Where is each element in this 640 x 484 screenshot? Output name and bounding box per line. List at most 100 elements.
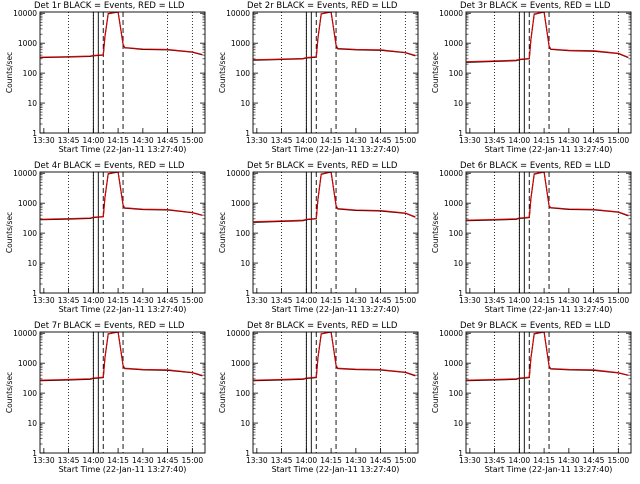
x-tick-label: 13:30: [33, 456, 55, 465]
y-tick-label: 1: [458, 289, 463, 298]
series-line-lld: [466, 12, 629, 63]
plot-frame: [39, 171, 206, 294]
x-axis-label: Start Time (22-Jan-11 13:27:40): [59, 305, 187, 314]
x-tick-label: 13:30: [459, 296, 481, 305]
x-tick-label: 14:30: [345, 296, 367, 305]
x-tick-label: 13:30: [246, 136, 268, 145]
y-tick-label: 100: [23, 229, 38, 238]
detector-chart: Det 7r BLACK = Events, RED = LLD 1 10 100 10…: [5, 321, 206, 474]
x-tick-label: 14:30: [345, 456, 367, 465]
x-tick-label: 14:15: [320, 456, 342, 465]
y-axis-label: Counts/sec: [431, 52, 440, 93]
detector-panel: Det 1r BLACK = Events, RED = LLD 1 10 100 10…: [2, 0, 211, 164]
x-tick-label: 14:00: [509, 456, 531, 465]
y-tick-label: 10000: [13, 169, 37, 178]
series-line-lld: [466, 172, 629, 221]
y-axis-label: Counts/sec: [431, 212, 440, 253]
y-tick-label: 1: [458, 449, 463, 458]
y-tick-label: 10: [453, 99, 463, 108]
x-axis-label: Start Time (22-Jan-11 13:27:40): [485, 145, 613, 154]
y-tick-label: 100: [23, 389, 38, 398]
x-tick-label: 13:30: [33, 136, 55, 145]
y-tick-label: 100: [449, 229, 464, 238]
x-tick-label: 14:45: [583, 296, 605, 305]
y-tick-label: 100: [236, 69, 251, 78]
detector-chart: Det 1r BLACK = Events, RED = LLD 1 10 100 10…: [5, 1, 206, 154]
detector-chart: Det 6r BLACK = Events, RED = LLD 1 10 100 10…: [431, 161, 632, 314]
x-tick-label: 15:00: [182, 136, 204, 145]
plot-frame: [252, 11, 419, 134]
chart-title: Det 1r BLACK = Events, RED = LLD: [34, 1, 185, 11]
x-tick-label: 14:00: [83, 456, 105, 465]
series-line-lld: [253, 332, 416, 381]
x-tick-label: 13:45: [484, 456, 506, 465]
y-tick-label: 10: [27, 419, 37, 428]
y-tick-label: 10: [240, 419, 250, 428]
detector-panel: Det 3r BLACK = Events, RED = LLD 1 10 100 10…: [428, 0, 637, 164]
x-tick-label: 13:45: [58, 136, 80, 145]
x-tick-label: 13:30: [33, 296, 55, 305]
detector-panel: Det 2r BLACK = Events, RED = LLD 1 10 100 10…: [215, 0, 424, 164]
x-tick-label: 14:15: [533, 456, 555, 465]
x-tick-label: 13:30: [459, 456, 481, 465]
y-tick-label: 1000: [18, 359, 37, 368]
y-tick-label: 10000: [439, 329, 463, 338]
y-tick-label: 10: [240, 259, 250, 268]
x-tick-label: 14:45: [370, 136, 392, 145]
y-tick-label: 100: [449, 389, 464, 398]
x-tick-label: 14:15: [107, 296, 129, 305]
y-tick-label: 10: [27, 99, 37, 108]
x-tick-label: 14:15: [107, 136, 129, 145]
y-tick-label: 10: [240, 99, 250, 108]
x-tick-label: 13:45: [271, 456, 293, 465]
y-tick-label: 100: [449, 69, 464, 78]
y-tick-label: 10000: [439, 169, 463, 178]
x-tick-label: 14:45: [583, 136, 605, 145]
x-tick-label: 15:00: [608, 296, 630, 305]
y-tick-label: 10: [453, 419, 463, 428]
x-tick-label: 14:45: [157, 136, 179, 145]
detector-panel: Det 4r BLACK = Events, RED = LLD 1 10 100 10…: [2, 160, 211, 324]
x-tick-label: 14:00: [296, 456, 318, 465]
x-tick-label: 14:15: [533, 136, 555, 145]
x-axis-label: Start Time (22-Jan-11 13:27:40): [272, 305, 400, 314]
x-tick-label: 15:00: [395, 136, 417, 145]
y-tick-label: 10000: [226, 9, 250, 18]
x-tick-label: 13:30: [246, 296, 268, 305]
series-line-lld: [253, 12, 416, 61]
chart-title: Det 3r BLACK = Events, RED = LLD: [460, 1, 611, 11]
y-tick-label: 1000: [231, 39, 250, 48]
plot-frame: [252, 171, 419, 294]
chart-title: Det 2r BLACK = Events, RED = LLD: [247, 1, 398, 11]
y-tick-label: 100: [236, 229, 251, 238]
x-tick-label: 13:30: [459, 136, 481, 145]
y-tick-label: 1: [32, 449, 37, 458]
x-tick-label: 14:30: [345, 136, 367, 145]
x-tick-label: 13:45: [271, 136, 293, 145]
y-tick-label: 1000: [18, 199, 37, 208]
y-tick-label: 10000: [13, 9, 37, 18]
x-axis-label: Start Time (22-Jan-11 13:27:40): [59, 145, 187, 154]
y-tick-label: 10: [27, 259, 37, 268]
y-tick-label: 100: [236, 389, 251, 398]
x-tick-label: 14:15: [107, 456, 129, 465]
plot-frame: [465, 331, 632, 454]
x-tick-label: 14:15: [533, 296, 555, 305]
y-tick-label: 1: [245, 129, 250, 138]
x-tick-label: 13:45: [484, 136, 506, 145]
detector-chart: Det 8r BLACK = Events, RED = LLD 1 10 100 10…: [218, 321, 419, 474]
detector-chart: Det 3r BLACK = Events, RED = LLD 1 10 100 10…: [431, 1, 632, 154]
y-tick-label: 1: [458, 129, 463, 138]
y-tick-label: 1: [32, 289, 37, 298]
x-tick-label: 14:00: [83, 136, 105, 145]
y-tick-label: 1000: [18, 39, 37, 48]
x-tick-label: 14:45: [370, 296, 392, 305]
detector-panel: Det 7r BLACK = Events, RED = LLD 1 10 100 10…: [2, 320, 211, 484]
y-tick-label: 1: [245, 449, 250, 458]
x-tick-label: 14:45: [157, 456, 179, 465]
series-line-lld: [40, 172, 203, 220]
plot-frame: [465, 171, 632, 294]
chart-title: Det 9r BLACK = Events, RED = LLD: [460, 321, 611, 331]
x-tick-label: 14:45: [157, 296, 179, 305]
x-tick-label: 14:30: [132, 456, 154, 465]
